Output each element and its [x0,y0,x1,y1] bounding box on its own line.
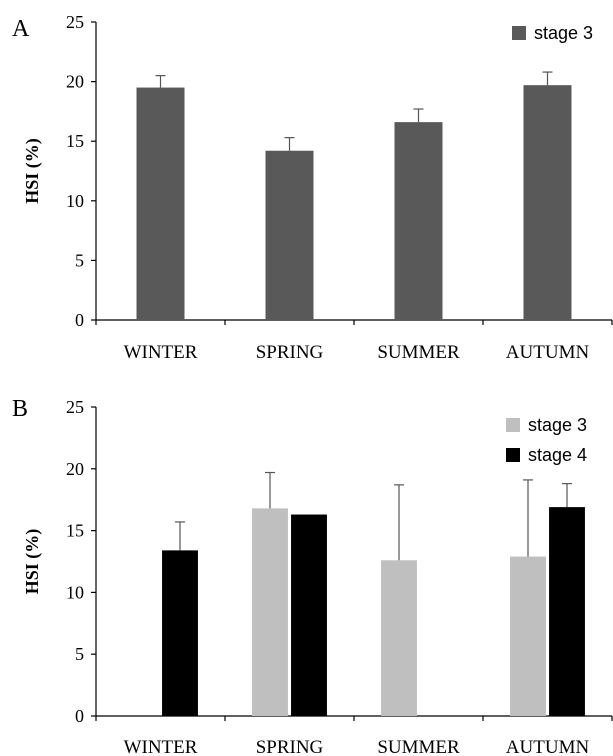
x-tick-label: WINTER [124,342,198,363]
bar-stage-3-winter [136,87,185,320]
y-tick-label: 10 [66,582,84,602]
x-tick-label: WINTER [124,737,198,756]
bar-stage-3-summer [394,122,443,321]
y-axis-label: HSI (%) [22,138,43,204]
panel-label: B [12,396,28,422]
x-tick-label: SPRING [256,342,324,363]
y-tick-label: 25 [66,397,84,417]
x-tick-label: AUTUMN [506,737,590,756]
y-tick-label: 20 [66,72,84,92]
y-tick-label: 10 [66,191,84,211]
y-axis-label: HSI (%) [22,529,43,595]
y-tick-label: 0 [75,706,84,726]
bar-stage-4-winter [162,550,198,716]
y-tick-label: 15 [66,131,84,151]
legend-label: stage 3 [534,23,593,43]
bar-stage-4-spring [291,514,327,716]
y-tick-label: 25 [66,12,84,32]
legend-swatch [506,448,520,462]
bar-stage-3-spring [252,508,288,716]
y-tick-label: 0 [75,310,84,330]
y-tick-label: 15 [66,521,84,541]
x-tick-label: SUMMER [377,342,460,363]
x-tick-label: AUTUMN [506,342,590,363]
x-tick-label: SPRING [256,737,324,756]
bar-stage-4-autumn [549,507,585,716]
legend-swatch [512,26,526,40]
bar-stage-3-autumn [523,85,572,321]
bar-stage-3-spring [265,150,314,320]
y-tick-label: 5 [75,644,84,664]
chart-panel-A: A HSI (%) 0 5 10 15 20 25 WINTER SPRING SUMMER AUTU… [12,12,613,363]
y-tick-label: 20 [66,459,84,479]
x-tick-label: SUMMER [377,737,460,756]
legend-label: stage 4 [528,445,587,465]
panel-label: A [12,16,30,42]
legend-label: stage 3 [528,415,587,435]
bar-stage-3-summer [381,560,417,716]
chart-panel-B: B HSI (%) 0 5 10 15 20 25 WINTER SPRING SUMMER AUTU… [12,396,613,756]
bar-stage-3-autumn [510,556,546,716]
y-tick-label: 5 [75,250,84,270]
legend-swatch [506,418,520,432]
